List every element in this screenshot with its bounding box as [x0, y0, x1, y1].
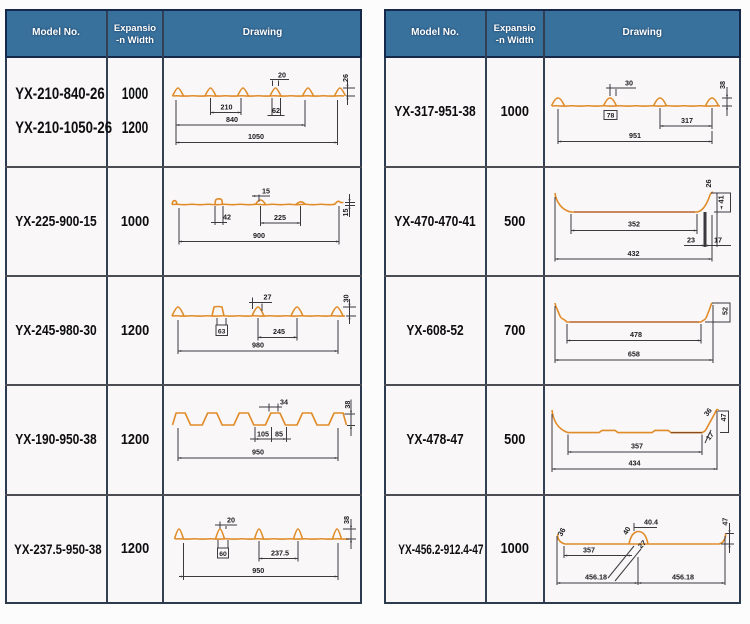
svg-text:38: 38 — [343, 401, 352, 409]
svg-text:840: 840 — [226, 115, 238, 124]
svg-text:34: 34 — [280, 398, 288, 407]
svg-text:17: 17 — [704, 430, 716, 442]
svg-text:237.5: 237.5 — [271, 549, 289, 558]
svg-text:245: 245 — [273, 327, 285, 336]
svg-text:47: 47 — [721, 518, 730, 526]
svg-text:478: 478 — [630, 330, 642, 339]
svg-text:432: 432 — [628, 249, 640, 258]
svg-text:36: 36 — [702, 406, 714, 418]
svg-text:357: 357 — [631, 442, 643, 451]
svg-text:36: 36 — [556, 526, 568, 538]
svg-text:26: 26 — [341, 74, 350, 82]
svg-text:47: 47 — [719, 414, 728, 422]
svg-text:900: 900 — [253, 231, 265, 240]
svg-text:27: 27 — [264, 293, 272, 302]
svg-text:30: 30 — [625, 79, 633, 88]
svg-text:85: 85 — [275, 430, 283, 439]
svg-text:951: 951 — [629, 131, 641, 140]
svg-text:38: 38 — [718, 81, 727, 89]
svg-text:17: 17 — [714, 236, 722, 245]
svg-text:15: 15 — [262, 187, 270, 196]
svg-text:63: 63 — [218, 329, 226, 336]
svg-text:105: 105 — [257, 430, 269, 439]
svg-text:434: 434 — [629, 459, 641, 468]
svg-text:42: 42 — [223, 213, 231, 222]
svg-text:15: 15 — [341, 209, 350, 217]
svg-text:456.18: 456.18 — [585, 573, 607, 582]
svg-text:23: 23 — [687, 236, 695, 245]
svg-text:357: 357 — [583, 546, 595, 555]
svg-text:38: 38 — [342, 516, 351, 524]
svg-text:658: 658 — [628, 350, 640, 359]
svg-text:40.4: 40.4 — [644, 518, 658, 527]
svg-text:210: 210 — [221, 103, 233, 112]
svg-text:52: 52 — [721, 307, 730, 315]
svg-text:20: 20 — [278, 70, 286, 79]
svg-text:1050: 1050 — [248, 132, 264, 141]
svg-text:30: 30 — [342, 295, 351, 303]
svg-text:40: 40 — [621, 525, 633, 536]
svg-text:26: 26 — [704, 179, 713, 187]
svg-text:317: 317 — [681, 116, 693, 125]
svg-text:20: 20 — [227, 516, 235, 525]
svg-text:60: 60 — [219, 551, 227, 558]
svg-text:456.18: 456.18 — [672, 573, 694, 582]
svg-text:62: 62 — [272, 106, 280, 115]
svg-text:950: 950 — [252, 448, 264, 457]
svg-text:950: 950 — [252, 566, 264, 575]
svg-text:980: 980 — [252, 341, 264, 350]
svg-text:78: 78 — [607, 113, 615, 120]
svg-text:225: 225 — [274, 213, 286, 222]
svg-text:41: 41 — [717, 195, 726, 203]
svg-text:352: 352 — [628, 220, 640, 229]
